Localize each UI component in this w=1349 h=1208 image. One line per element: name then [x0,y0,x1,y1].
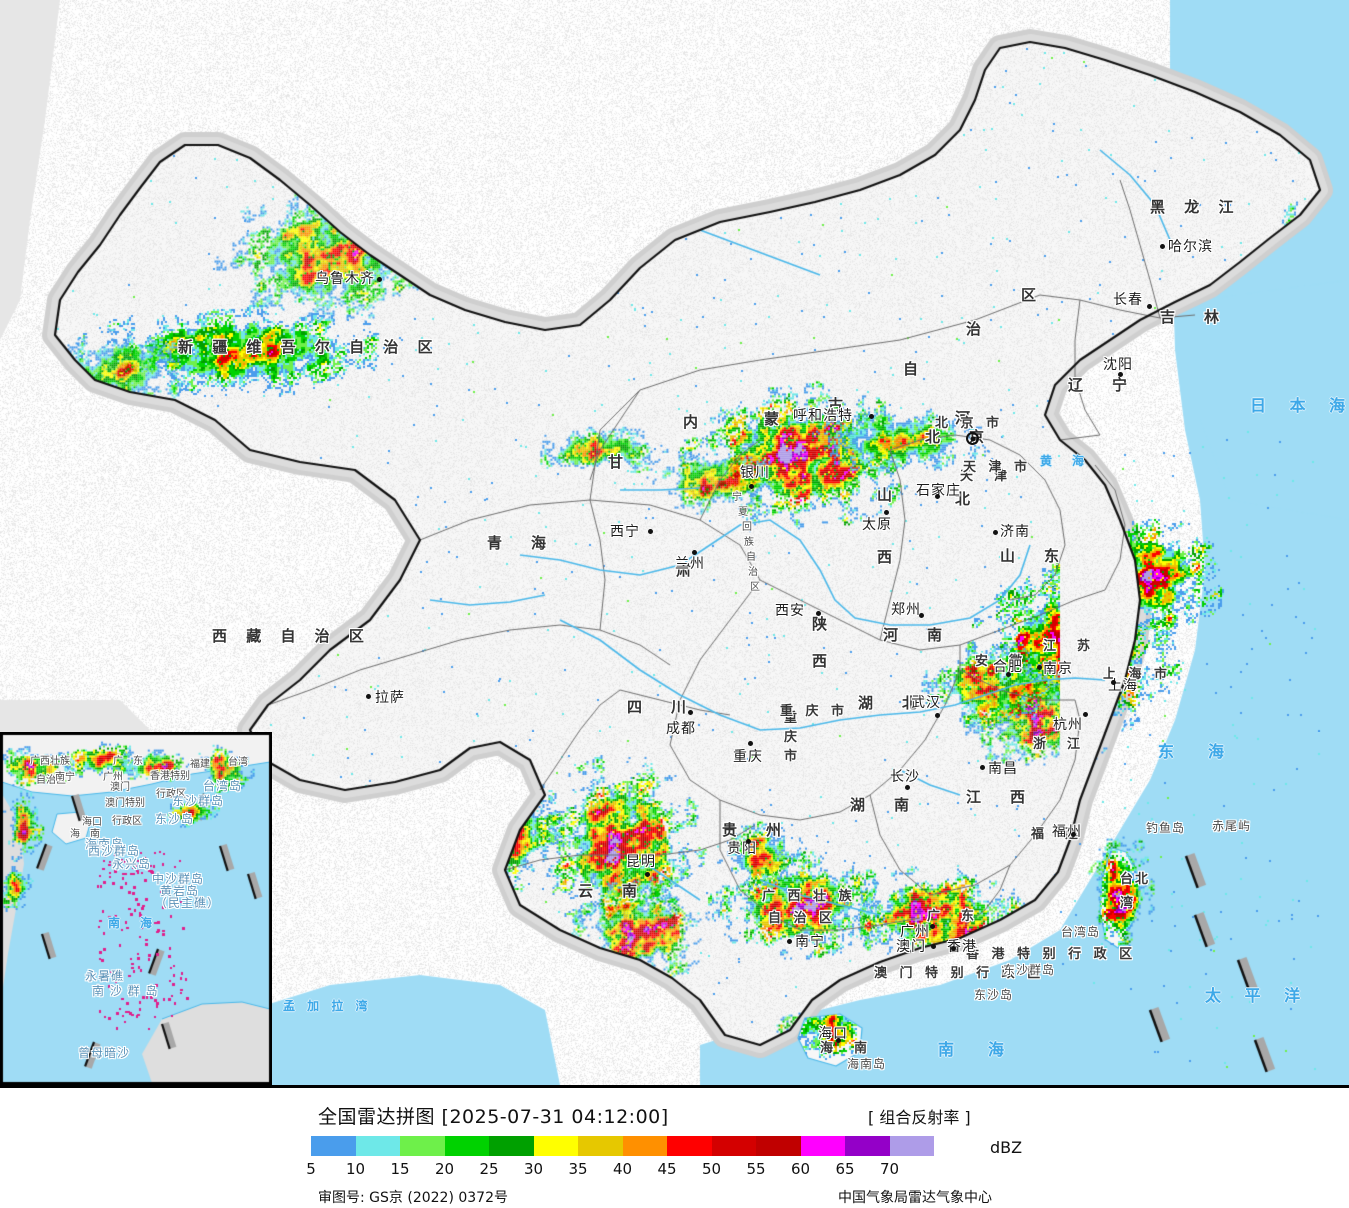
colorbar-swatch-12 [845,1136,890,1156]
colorbar-swatch-5 [534,1136,579,1156]
colorbar-tick: 45 [657,1160,676,1178]
map-approval-number: 审图号: GS京 (2022) 0372号 [318,1187,508,1207]
colorbar-tick: 20 [435,1160,454,1178]
product-mode-label: [ 组合反射率 ] [868,1104,971,1128]
colorbar-tick: 65 [835,1160,854,1178]
colorbar-tick: 50 [702,1160,721,1178]
colorbar-swatch-7 [623,1136,668,1156]
colorbar-swatch-2 [400,1136,445,1156]
colorbar-tick: 5 [306,1160,316,1178]
colorbar-tick-layer: 5 10 15 20 25 30 35 40 45 50 55 60 65 70 [0,1160,1349,1180]
radar-map-area[interactable]: 新 疆 维 吾 尔 自 治 区西 藏 自 治 区青 海甘肃内蒙古自治区四 川云 … [0,0,1349,1085]
colorbar-tick: 30 [524,1160,543,1178]
colorbar-tick: 25 [479,1160,498,1178]
colorbar-swatch-8 [667,1136,712,1156]
issuing-agency: 中国气象局雷达气象中心 [838,1187,992,1207]
colorbar-tick: 60 [791,1160,810,1178]
colorbar-unit-label: dBZ [990,1138,1022,1157]
colorbar-tick: 70 [880,1160,899,1178]
dbz-colorbar [311,1136,934,1156]
colorbar-tick: 10 [346,1160,365,1178]
colorbar-swatch-0 [311,1136,356,1156]
colorbar-swatch-10 [756,1136,801,1156]
south-china-sea-inset[interactable] [0,732,272,1085]
colorbar-tick: 55 [746,1160,765,1178]
colorbar-swatch-9 [712,1136,757,1156]
colorbar-swatch-4 [489,1136,534,1156]
colorbar-tick: 15 [390,1160,409,1178]
map-title: 全国雷达拼图 [2025-07-31 04:12:00] [318,1102,669,1129]
colorbar-swatch-6 [578,1136,623,1156]
colorbar-swatch-13 [890,1136,935,1156]
legend-panel: 全国雷达拼图 [2025-07-31 04:12:00] [ 组合反射率 ] d… [0,1085,1349,1208]
colorbar-tick: 35 [568,1160,587,1178]
inset-map-canvas [2,734,270,1083]
colorbar-swatch-1 [356,1136,401,1156]
colorbar-swatch-3 [445,1136,490,1156]
colorbar-tick: 40 [613,1160,632,1178]
colorbar-swatch-11 [801,1136,846,1156]
radar-map-page: 新 疆 维 吾 尔 自 治 区西 藏 自 治 区青 海甘肃内蒙古自治区四 川云 … [0,0,1349,1208]
